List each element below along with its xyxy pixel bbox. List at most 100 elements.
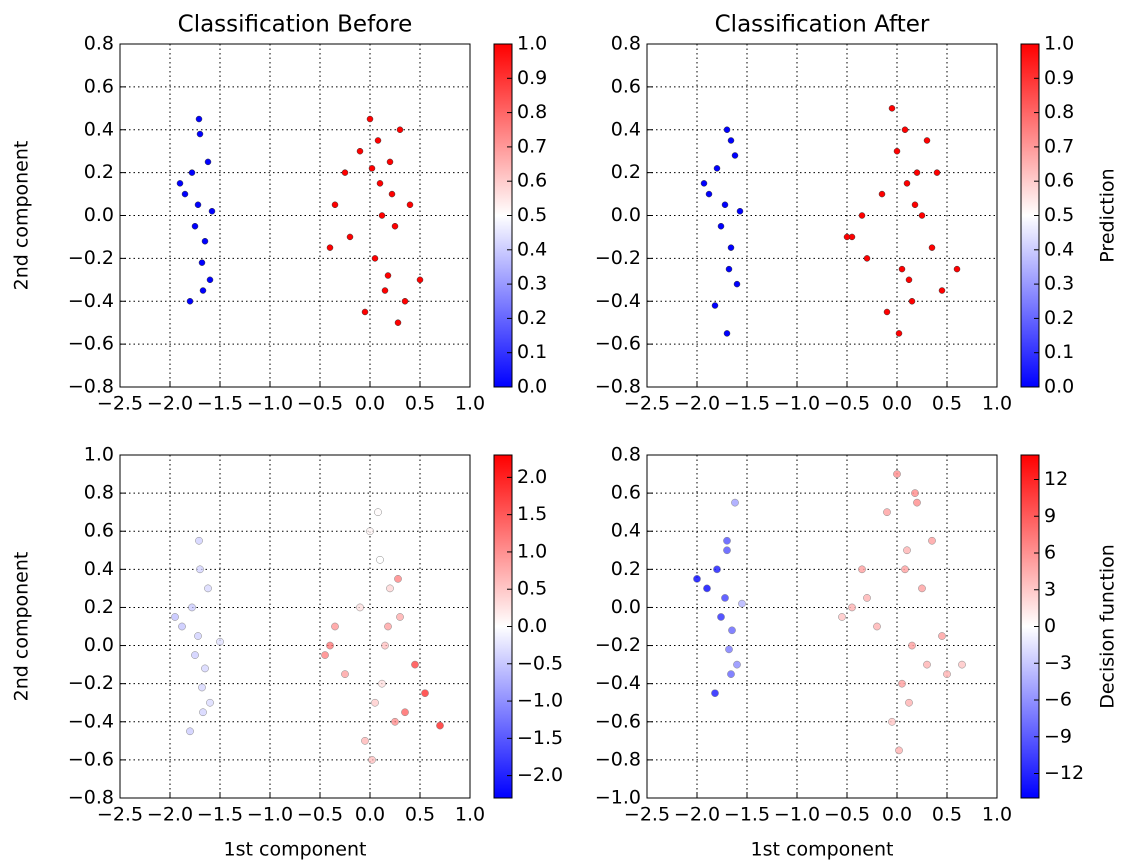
point	[394, 575, 402, 583]
colorbar-tick-label: −12	[1044, 762, 1084, 784]
point	[731, 498, 739, 507]
plot-area	[647, 44, 997, 387]
point	[908, 298, 916, 305]
y-tick-label: −0.2	[68, 247, 114, 269]
colorbar-tick-label: 0.8	[517, 101, 547, 123]
y-tick-label: −0.4	[68, 290, 114, 312]
axes-frame	[119, 454, 471, 799]
x-tick-label: −2.5	[624, 393, 670, 415]
point	[196, 130, 204, 138]
x-tick-label: 0.0	[882, 393, 912, 415]
point	[195, 115, 203, 123]
y-tick-label: −0.8	[68, 376, 114, 398]
point	[361, 736, 369, 745]
y-tick-label: −1.0	[595, 787, 641, 809]
x-tick-label: −1.5	[724, 804, 770, 826]
point	[721, 594, 729, 602]
point	[738, 599, 746, 608]
point	[391, 222, 399, 230]
x-tick-label: −1.5	[197, 393, 243, 415]
point	[208, 207, 216, 215]
colorbar-tick-label: 0.5	[517, 578, 547, 600]
x-tick-label: −1.0	[774, 393, 820, 415]
point	[196, 565, 204, 574]
point	[384, 272, 392, 279]
point	[717, 222, 725, 230]
y-tick-label: 0.2	[84, 596, 114, 618]
point	[376, 180, 384, 187]
colorbar-tick-label: 0.4	[1044, 238, 1074, 260]
point	[901, 565, 909, 574]
colorbar-tick-label: 0.2	[1044, 307, 1074, 329]
x-tick-label: 0.5	[405, 393, 435, 415]
point	[888, 105, 896, 112]
y-tick-label: −0.8	[68, 787, 114, 809]
point	[331, 201, 339, 209]
y-tick-label: 0.8	[611, 33, 641, 55]
y-tick-label: −0.6	[595, 710, 641, 732]
colorbar-tick-label: 0	[1044, 615, 1056, 637]
y-tick-label: −0.8	[595, 376, 641, 398]
x-tick-label: 0.5	[932, 393, 962, 415]
y-tick-label: −0.2	[595, 634, 641, 656]
point	[933, 169, 941, 176]
x-tick-label: 1.0	[982, 804, 1012, 826]
point	[721, 201, 729, 209]
colorbar-tick-label: 6	[1044, 542, 1056, 564]
colorbar-tick-label: 0.6	[517, 170, 547, 192]
y-tick-label: 1.0	[84, 444, 114, 466]
point	[384, 622, 392, 631]
point	[705, 190, 713, 198]
point	[374, 508, 382, 517]
point	[953, 265, 961, 273]
point	[386, 158, 394, 166]
point	[863, 594, 871, 602]
point	[391, 717, 399, 726]
point	[206, 698, 214, 707]
colorbar-tick-label: 1.0	[517, 33, 547, 55]
plot-area	[120, 44, 470, 387]
point	[893, 470, 901, 478]
y-tick-label: 0.4	[84, 118, 114, 140]
point	[411, 660, 419, 669]
point	[326, 244, 334, 251]
point	[401, 298, 409, 305]
point	[911, 201, 919, 209]
x-tick-label: −0.5	[824, 804, 870, 826]
y-tick-label: 0.8	[611, 444, 641, 466]
colorbar-tick-label: 3	[1044, 578, 1056, 600]
point	[713, 565, 721, 574]
point	[201, 237, 209, 245]
x-tick-label: 0.5	[932, 804, 962, 826]
point	[199, 287, 207, 294]
point	[898, 679, 906, 688]
point	[356, 147, 364, 155]
point	[905, 276, 913, 284]
x-tick-label: 1.0	[982, 393, 1012, 415]
point	[366, 115, 374, 123]
colorbar-tick-label: 0.2	[517, 307, 547, 329]
x-tick-label: −1.5	[197, 804, 243, 826]
x-tick-label: −2.0	[674, 804, 720, 826]
x-tick-label: 0.0	[882, 804, 912, 826]
x-tick-label: −2.0	[147, 393, 193, 415]
y-tick-label: 0.6	[611, 482, 641, 504]
colorbar-tick-label: 1.5	[517, 503, 547, 525]
point	[883, 508, 891, 517]
colorbar-tick-label: −3	[1044, 652, 1072, 674]
point	[883, 308, 891, 316]
point	[188, 603, 196, 612]
point	[341, 169, 349, 176]
point	[181, 190, 189, 198]
point	[913, 498, 921, 507]
colorbar-tick-label: 0.0	[1044, 376, 1074, 398]
point	[388, 190, 396, 198]
point	[908, 641, 916, 650]
point	[843, 233, 851, 241]
point	[188, 169, 196, 176]
point	[366, 527, 374, 536]
y-tick-label: −0.6	[68, 748, 114, 770]
colorbar-tick-label: −9	[1044, 725, 1072, 747]
point	[858, 565, 866, 574]
